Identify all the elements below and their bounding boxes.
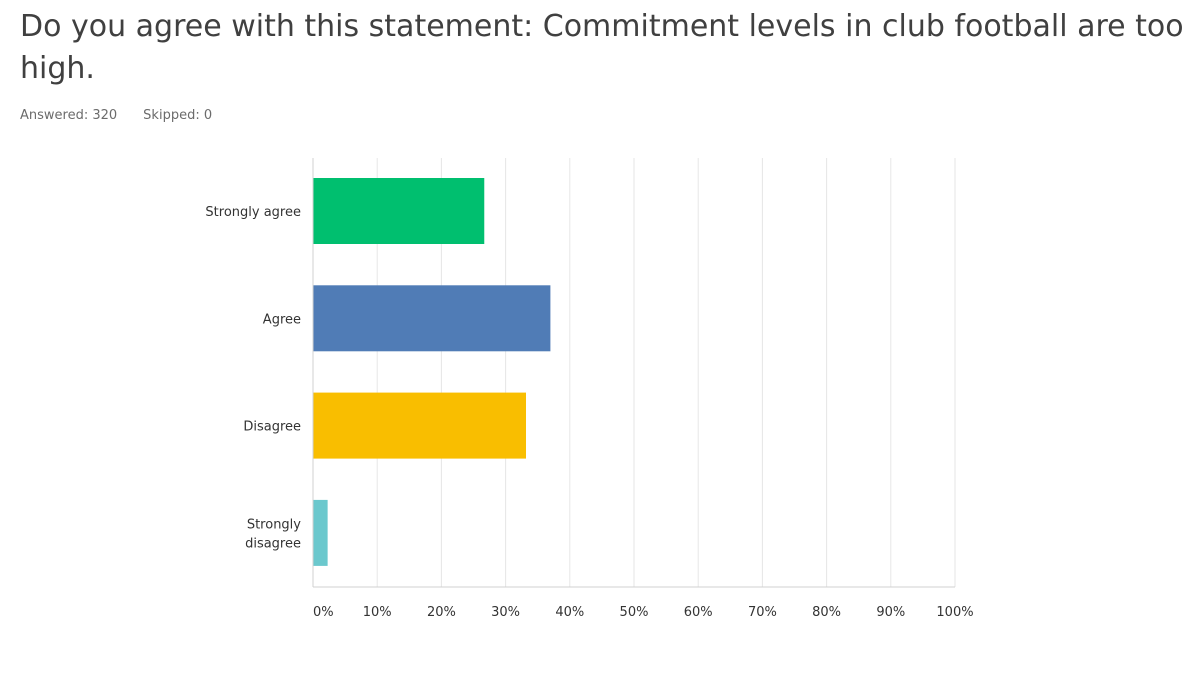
x-tick-label: 90% — [876, 605, 905, 620]
answered-count: Answered: 320 — [20, 108, 118, 123]
bar[interactable] — [313, 178, 485, 244]
category-labels: Strongly agree Agree Disagree Strongly disag… — [205, 205, 301, 551]
question-title: Do you agree with this statement: Commit… — [20, 9, 1184, 86]
x-tick-labels: 0% 10% 20% 30% 40% 50% 60% 70% 80% 90% 100% — [313, 605, 974, 620]
category-label: Strongly disagree — [245, 517, 301, 551]
bar[interactable] — [313, 285, 551, 352]
category-label: Agree — [263, 312, 301, 327]
x-tick-label: 20% — [427, 605, 456, 620]
category-label: Disagree — [243, 420, 301, 435]
response-stats: Answered: 320 Skipped: 0 — [20, 108, 212, 123]
gridlines — [312, 158, 956, 588]
x-tick-label: 40% — [555, 605, 584, 620]
x-tick-label: 100% — [936, 605, 973, 620]
bar[interactable] — [313, 499, 328, 566]
x-tick-label: 60% — [684, 605, 713, 620]
x-tick-label: 80% — [812, 605, 841, 620]
x-tick-label: 70% — [748, 605, 777, 620]
category-label: Strongly agree — [205, 205, 301, 220]
x-tick-label: 0% — [313, 605, 334, 620]
x-tick-label: 50% — [620, 605, 649, 620]
skipped-count: Skipped: 0 — [143, 108, 213, 123]
x-tick-label: 30% — [491, 605, 520, 620]
x-tick-label: 10% — [363, 605, 392, 620]
bar[interactable] — [313, 392, 527, 459]
bars — [313, 178, 551, 566]
